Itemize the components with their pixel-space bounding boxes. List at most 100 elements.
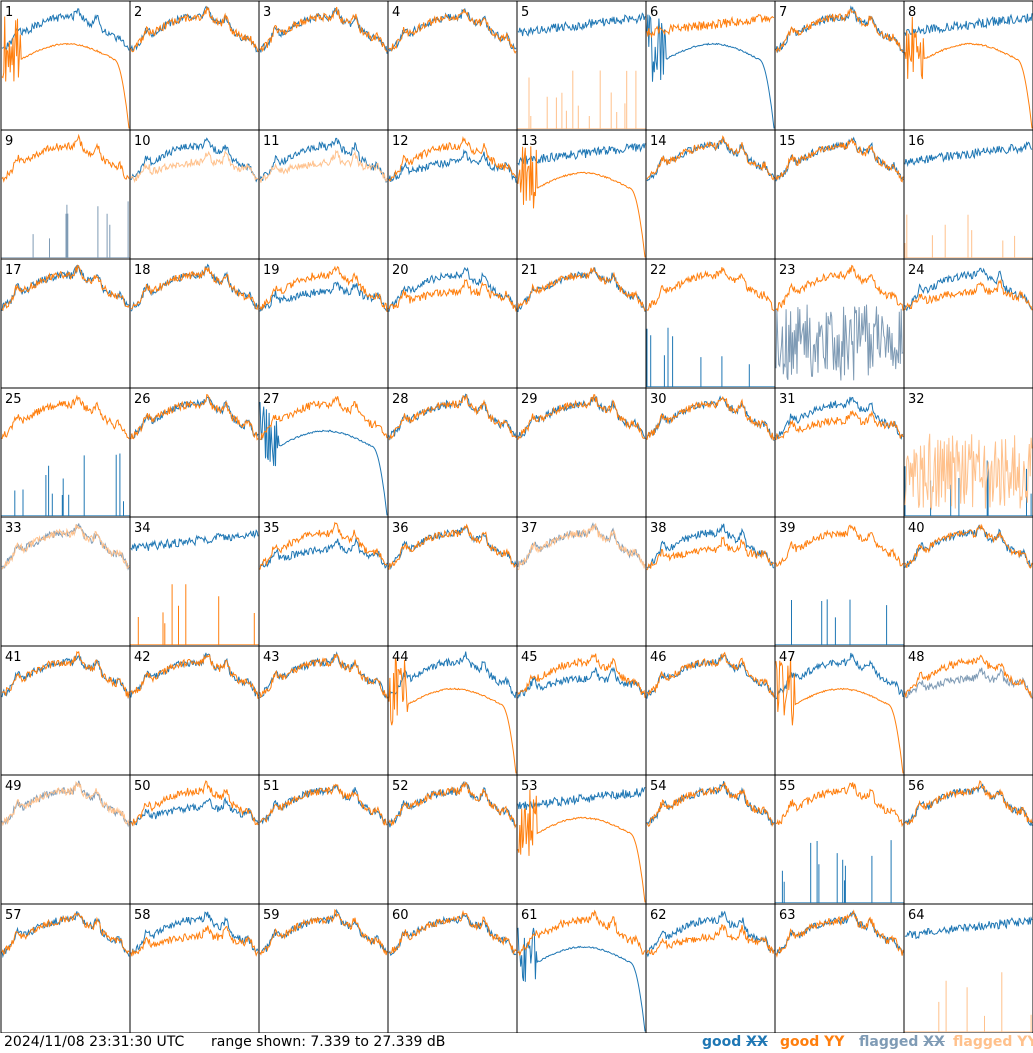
panel-39: 39 (774, 516, 905, 647)
panel-13: 13 (516, 129, 647, 260)
panel-label: 22 (650, 263, 667, 278)
range-text: range shown: 7.339 to 27.339 dB (211, 1034, 446, 1050)
legend-flagged-xx: flagged XX (859, 1034, 945, 1050)
yy-line (259, 908, 388, 956)
panel-label: 45 (521, 650, 538, 665)
panel-frame (774, 903, 905, 1033)
panel-label: 2 (134, 5, 142, 20)
legend-status: flagged (859, 1034, 919, 1050)
panel-frame (774, 129, 905, 260)
yy-line (904, 972, 1033, 1032)
panel-15: 15 (774, 129, 905, 260)
panel-frame (0, 903, 131, 1033)
xx-line (517, 927, 646, 1032)
yy-line (646, 135, 775, 181)
yy-line (1, 16, 130, 129)
panel-label: 52 (392, 779, 409, 794)
panel-36: 36 (387, 516, 518, 647)
yy-line (388, 279, 517, 312)
yy-line (130, 584, 259, 645)
yy-line (1, 524, 130, 570)
panel-label: 57 (5, 908, 22, 923)
yy-line (1, 264, 130, 312)
panel-label: 41 (5, 650, 22, 665)
yy-line (646, 651, 775, 698)
yy-line (388, 8, 517, 54)
xx-line (130, 137, 259, 183)
yy-line (646, 536, 775, 571)
panel-26: 26 (129, 387, 260, 518)
panel-17: 17 (0, 258, 131, 389)
legend-status: good (702, 1034, 742, 1050)
panel-label: 17 (5, 263, 22, 278)
legend-pol: YY (824, 1034, 845, 1050)
panel-33: 33 (0, 516, 131, 647)
panel-16: 16 (903, 129, 1033, 260)
panel-25: 25 (0, 387, 131, 518)
panel-frame (129, 903, 260, 1033)
yy-line (904, 654, 1033, 698)
panel-frame (903, 903, 1033, 1033)
yy-line (517, 394, 646, 440)
panel-label: 35 (263, 521, 280, 536)
yy-line (904, 16, 1033, 129)
panel-7: 7 (774, 0, 905, 131)
panel-22: 22 (645, 258, 776, 389)
panel-18: 18 (129, 258, 260, 389)
xx-line (517, 142, 646, 166)
xx-line (904, 460, 1033, 516)
xx-line (775, 396, 904, 440)
panel-58: 58 (129, 903, 260, 1033)
panel-label: 23 (779, 263, 796, 278)
xx-line (130, 796, 259, 826)
xx-line (1, 8, 130, 51)
yy-line (259, 521, 388, 570)
xx-line (259, 137, 388, 183)
panel-frame (903, 645, 1033, 776)
panel-frame (645, 516, 776, 647)
yy-line (904, 214, 1033, 258)
panel-frame (0, 516, 131, 647)
yy-line (130, 780, 259, 827)
xx-line (388, 526, 517, 570)
xx-line (388, 913, 517, 957)
panel-label: 49 (5, 779, 22, 794)
yy-line (130, 393, 259, 441)
panel-label: 34 (134, 521, 151, 536)
xx-line (517, 12, 646, 37)
xx-line (1, 453, 130, 516)
yy-line (517, 146, 646, 258)
xx-line (388, 148, 517, 183)
panel-label: 32 (908, 392, 925, 407)
yy-line (646, 782, 775, 828)
xx-line (775, 910, 904, 956)
panel-frame (903, 516, 1033, 647)
xx-line (517, 786, 646, 810)
legend-pol: XX (746, 1034, 768, 1050)
legend-good-xx: good XX (702, 1034, 768, 1050)
xx-line (775, 304, 904, 381)
panel-42: 42 (129, 645, 260, 776)
legend-status: flagged (953, 1034, 1013, 1050)
panel-frame (516, 903, 647, 1033)
panel-frame (645, 774, 776, 905)
panel-label: 30 (650, 392, 667, 407)
panel-label: 63 (779, 908, 796, 923)
panel-frame (387, 516, 518, 647)
panel-48: 48 (903, 645, 1033, 776)
yy-line (130, 653, 259, 699)
xx-line (130, 652, 259, 698)
panel-37: 37 (516, 516, 647, 647)
yy-line (259, 395, 388, 441)
panel-frame (258, 129, 389, 260)
yy-line (775, 409, 904, 441)
yy-line (904, 780, 1033, 826)
panel-4: 4 (387, 0, 518, 131)
panel-27: 27 (258, 387, 389, 518)
panel-label: 15 (779, 134, 796, 149)
panel-label: 36 (392, 521, 409, 536)
yy-line (130, 925, 259, 957)
panel-14: 14 (645, 129, 776, 260)
panel-label: 16 (908, 134, 925, 149)
legend-pol: XX (923, 1034, 945, 1050)
